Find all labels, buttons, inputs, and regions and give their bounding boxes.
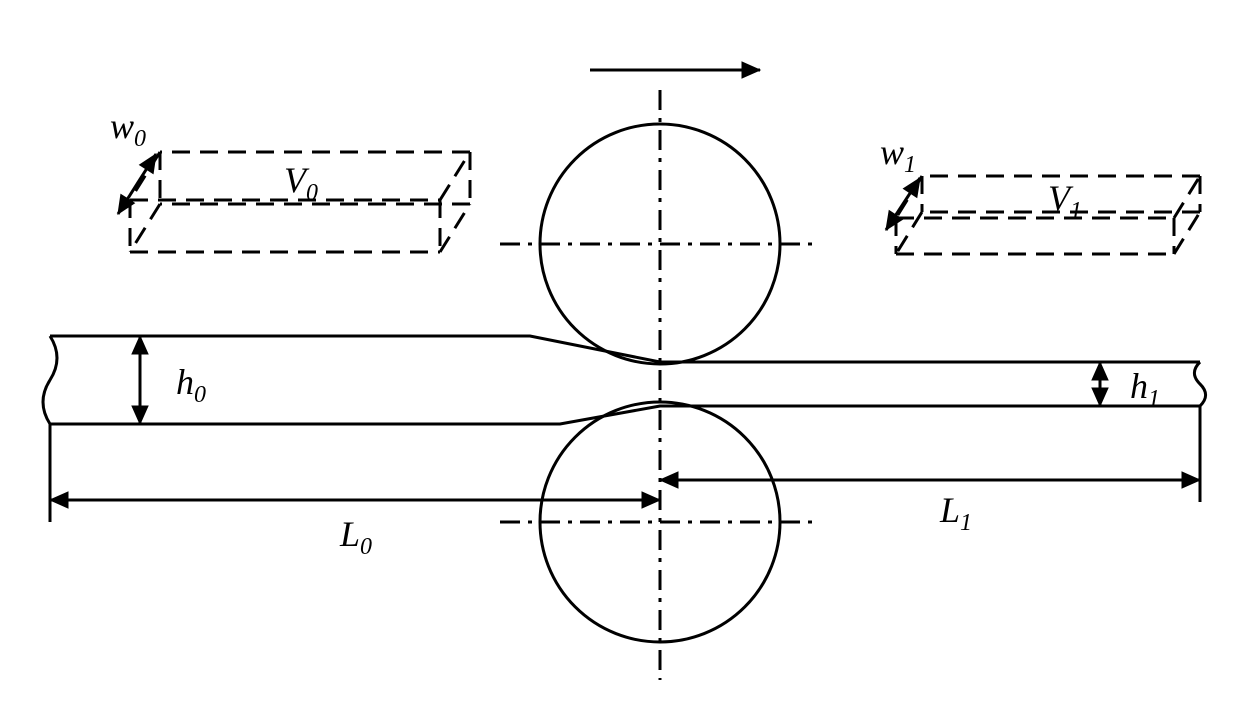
dim-h1 [1092, 362, 1108, 406]
label-l0: L0 [339, 514, 372, 560]
dim-h0 [132, 336, 148, 424]
motion-arrow [590, 62, 760, 78]
label-h1: h1 [1130, 366, 1160, 412]
label-h0: h0 [176, 362, 206, 408]
dim-w0 [118, 154, 156, 214]
label-v1: V1 [1048, 178, 1082, 224]
workpiece-slab [43, 336, 1206, 424]
label-l1: L1 [939, 490, 972, 536]
dim-l1 [660, 406, 1200, 502]
label-v0: V0 [284, 160, 318, 206]
label-w1: w1 [880, 132, 916, 178]
label-w0: w0 [110, 106, 146, 152]
dim-l0 [50, 424, 660, 522]
